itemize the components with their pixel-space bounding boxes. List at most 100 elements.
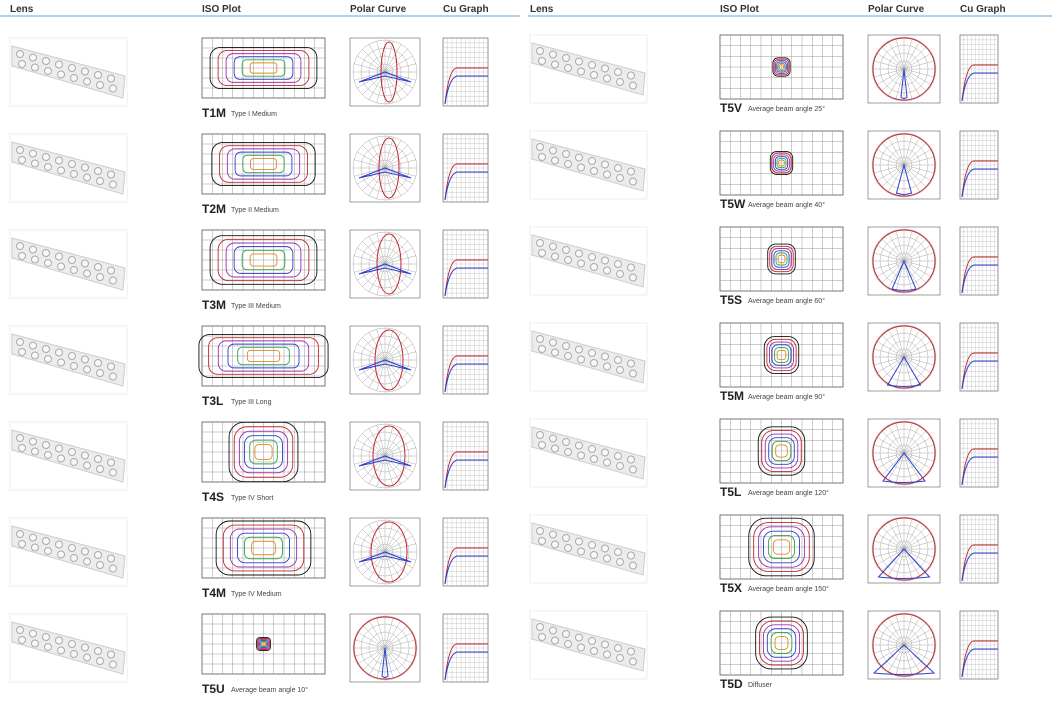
lens-dome	[564, 352, 572, 360]
lens-dome	[18, 252, 26, 260]
iso-contour	[770, 632, 793, 654]
iso-contour	[259, 639, 268, 649]
lens-dome	[549, 338, 557, 347]
lens-dome	[577, 547, 585, 556]
lens-dome	[562, 54, 570, 62]
product-row: T3L Type III Long	[9, 325, 489, 408]
lens-dome	[551, 636, 559, 645]
cu-curve	[961, 72, 998, 102]
lens-code: T2M	[202, 202, 226, 216]
iso-contour	[753, 522, 810, 572]
lens-dome	[83, 461, 91, 470]
polar-curve	[891, 259, 917, 291]
lens-dome	[601, 640, 609, 649]
lens-dome	[16, 50, 24, 58]
lens-dome	[42, 537, 50, 545]
lens-dome	[44, 67, 52, 75]
lens-dome	[575, 153, 583, 162]
column-header: Lens	[530, 4, 554, 15]
iso-contour	[773, 154, 790, 172]
iso-contour	[225, 242, 302, 278]
column-header: ISO Plot	[720, 4, 760, 15]
iso-contour	[775, 252, 788, 266]
iso-contour	[759, 620, 804, 666]
lens-dome	[16, 626, 24, 634]
lens-dome	[577, 163, 585, 172]
iso-contour	[241, 249, 286, 271]
polar-curve	[872, 133, 936, 197]
polar-curve	[374, 329, 404, 391]
iso-contour	[771, 344, 792, 366]
iso-contour	[766, 338, 797, 372]
lens-dome	[29, 341, 37, 350]
lens-dome	[70, 170, 78, 178]
lens-dome	[55, 444, 63, 453]
lens-dome	[629, 81, 637, 90]
lens-dome	[29, 629, 37, 638]
lens-dome	[549, 530, 557, 539]
iso-contour	[209, 235, 318, 285]
product-row: T5W Average beam angle 40°	[529, 130, 999, 211]
iso-contour	[229, 528, 298, 568]
lens-dome	[603, 170, 611, 179]
lens-dome	[627, 71, 635, 80]
iso-contour	[244, 536, 283, 560]
polar-curve	[900, 68, 908, 99]
lens-dome	[551, 348, 559, 357]
lens-description: Type IV Medium	[231, 591, 282, 598]
lens-dome	[614, 68, 622, 76]
polar-curve	[872, 325, 936, 389]
iso-contour	[757, 426, 806, 476]
lens-dome	[109, 372, 117, 381]
polar-curve	[358, 359, 412, 371]
iso-contour	[772, 57, 791, 77]
iso-contour	[771, 440, 792, 462]
iso-contour	[767, 535, 796, 559]
lens-dome	[549, 626, 557, 635]
iso-contour	[233, 426, 294, 478]
lens-dome	[18, 348, 26, 356]
lens-dome	[590, 455, 598, 463]
lens-dome	[57, 166, 65, 175]
lens-dome	[16, 146, 24, 154]
product-row: T5X Average beam angle 150°	[529, 514, 999, 595]
lens-dome	[536, 431, 544, 439]
product-row: T5V Average beam angle 25°	[529, 34, 999, 115]
lens-dome	[109, 564, 117, 573]
lens-dome	[603, 650, 611, 659]
lens-dome	[575, 57, 583, 66]
lens-dome	[29, 533, 37, 542]
lens-dome	[627, 263, 635, 272]
iso-contour	[258, 639, 269, 649]
cu-curve	[444, 555, 488, 585]
product-row: T1M Type I Medium	[9, 37, 489, 120]
lens-dome	[18, 444, 26, 452]
lens-dome	[68, 352, 76, 360]
column-header: Polar Curve	[868, 4, 925, 15]
lens-code: T5V	[720, 101, 742, 115]
cu-curve	[961, 648, 998, 678]
iso-contour	[778, 64, 785, 70]
iso-contour	[242, 154, 285, 174]
lens-dome	[94, 359, 102, 367]
iso-contour	[217, 238, 310, 282]
lens-dome	[81, 67, 89, 76]
lens-dome	[590, 359, 598, 367]
iso-contour	[208, 337, 319, 375]
lens-dome	[551, 60, 559, 69]
lens-dome	[94, 551, 102, 559]
lens-code: T4M	[202, 586, 226, 600]
iso-contour	[769, 151, 794, 175]
lens-description: Average beam angle 150°	[748, 585, 829, 593]
lens-dome	[57, 358, 65, 367]
cu-curve	[444, 459, 488, 489]
lens-dome	[42, 249, 50, 257]
lens-dome	[83, 269, 91, 278]
lens-dome	[29, 437, 37, 446]
lens-dome	[29, 245, 37, 254]
polar-curve	[370, 521, 408, 583]
iso-contour	[763, 530, 800, 564]
lens-dome	[107, 266, 115, 275]
lens-dome	[96, 177, 104, 185]
lens-dome	[81, 451, 89, 460]
